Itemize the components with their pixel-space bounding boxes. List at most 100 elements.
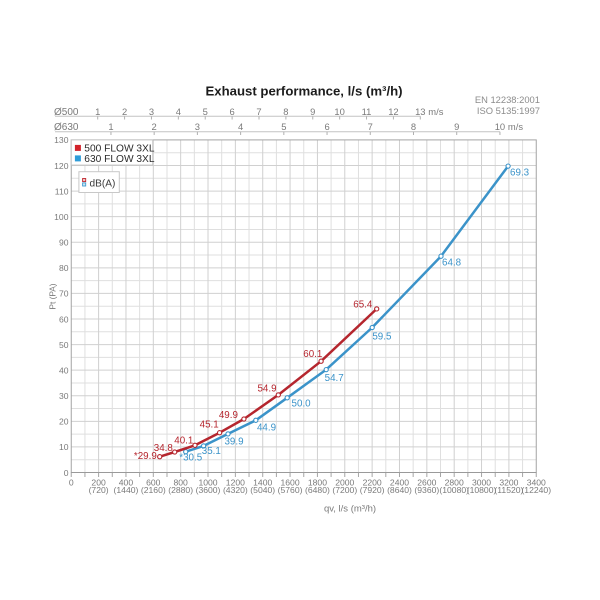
svg-text:EN 12238:2001: EN 12238:2001: [475, 94, 540, 105]
svg-text:59.5: 59.5: [372, 332, 392, 343]
svg-text:(8640): (8640): [387, 485, 412, 495]
svg-text:ISO 5135:1997: ISO 5135:1997: [477, 105, 540, 116]
svg-text:(5760): (5760): [278, 485, 303, 495]
svg-text:90: 90: [59, 238, 69, 248]
svg-text:(10080): (10080): [439, 485, 469, 495]
svg-text:(10800): (10800): [467, 485, 497, 495]
svg-text:110: 110: [55, 186, 69, 196]
svg-text:2: 2: [152, 121, 157, 132]
svg-text:0: 0: [64, 468, 69, 478]
svg-text:10: 10: [495, 121, 505, 132]
svg-text:(9360): (9360): [414, 485, 439, 495]
svg-text:9: 9: [310, 106, 315, 117]
svg-text:(720): (720): [89, 485, 109, 495]
svg-text:2400: 2400: [390, 477, 409, 487]
svg-text:64.8: 64.8: [442, 258, 462, 269]
svg-text:*30.5: *30.5: [179, 453, 202, 464]
svg-text:60.1: 60.1: [303, 349, 322, 360]
svg-text:4: 4: [238, 121, 243, 132]
svg-text:44.9: 44.9: [257, 423, 276, 434]
svg-text:30: 30: [59, 391, 69, 401]
svg-text:50.0: 50.0: [292, 399, 312, 410]
svg-text:69.3: 69.3: [510, 168, 530, 179]
svg-text:1400: 1400: [253, 477, 272, 487]
svg-text:(4320): (4320): [223, 485, 248, 495]
svg-text:100: 100: [54, 212, 69, 222]
svg-text:7: 7: [368, 121, 373, 132]
svg-text:(3600): (3600): [196, 485, 221, 495]
svg-text:500 FLOW 3XL: 500 FLOW 3XL: [84, 143, 155, 154]
svg-text:35.1: 35.1: [202, 446, 221, 457]
svg-text:Pt (PA): Pt (PA): [48, 283, 58, 309]
svg-text:2600: 2600: [417, 477, 436, 487]
svg-text:34.8: 34.8: [154, 443, 174, 454]
svg-text:49.9: 49.9: [219, 410, 238, 421]
svg-text:*29.9: *29.9: [134, 451, 157, 462]
svg-text:1000: 1000: [198, 477, 217, 487]
svg-text:800: 800: [173, 477, 188, 487]
svg-text:12: 12: [388, 106, 398, 117]
svg-text:3000: 3000: [472, 477, 491, 487]
svg-text:6: 6: [324, 121, 329, 132]
svg-text:3: 3: [149, 106, 154, 117]
svg-text:1600: 1600: [281, 477, 300, 487]
svg-text:4: 4: [176, 106, 181, 117]
svg-text:5: 5: [281, 121, 286, 132]
svg-text:1: 1: [108, 121, 113, 132]
svg-text:200: 200: [91, 477, 106, 487]
svg-text:(12240): (12240): [521, 485, 551, 495]
svg-text:2000: 2000: [335, 477, 354, 487]
svg-text:(2160): (2160): [141, 485, 166, 495]
svg-text:54.9: 54.9: [257, 384, 276, 395]
svg-text:m/s: m/s: [508, 121, 523, 132]
svg-text:600: 600: [146, 477, 161, 487]
svg-text:20: 20: [59, 417, 69, 427]
svg-text:630 FLOW 3XL: 630 FLOW 3XL: [84, 154, 155, 165]
svg-text:13: 13: [415, 106, 425, 117]
svg-text:1800: 1800: [308, 477, 327, 487]
svg-text:60: 60: [59, 314, 69, 324]
svg-text:45.1: 45.1: [200, 420, 219, 431]
svg-text:10: 10: [59, 442, 69, 452]
svg-text:m/s: m/s: [428, 106, 443, 117]
svg-text:(7920): (7920): [360, 485, 385, 495]
svg-text:(6480): (6480): [305, 485, 330, 495]
svg-text:50: 50: [59, 340, 69, 350]
svg-text:1200: 1200: [226, 477, 245, 487]
svg-text:8: 8: [283, 106, 288, 117]
svg-text:6: 6: [230, 106, 235, 117]
svg-text:70: 70: [59, 289, 69, 299]
svg-text:40.1: 40.1: [174, 435, 193, 446]
svg-text:3200: 3200: [499, 477, 518, 487]
svg-text:2200: 2200: [363, 477, 382, 487]
svg-text:1: 1: [95, 106, 100, 117]
svg-text:(11520): (11520): [494, 485, 523, 495]
svg-text:39.9: 39.9: [224, 436, 243, 447]
svg-text:Exhaust performance, l/s (m³/h: Exhaust performance, l/s (m³/h): [205, 84, 402, 99]
svg-text:40: 40: [59, 365, 69, 375]
svg-text:10: 10: [334, 106, 344, 117]
svg-text:9: 9: [454, 121, 459, 132]
svg-text:3: 3: [195, 121, 200, 132]
svg-text:2800: 2800: [445, 477, 464, 487]
svg-text:Ø630: Ø630: [54, 122, 79, 133]
svg-text:5: 5: [203, 106, 208, 117]
svg-text:54.7: 54.7: [325, 373, 344, 384]
svg-text:Ø500: Ø500: [54, 107, 79, 118]
svg-text:80: 80: [59, 263, 69, 273]
svg-text:2: 2: [122, 106, 127, 117]
svg-text:qv, l/s (m³/h): qv, l/s (m³/h): [324, 504, 376, 515]
svg-text:(5040): (5040): [250, 485, 275, 495]
svg-text:65.4: 65.4: [353, 300, 373, 311]
svg-text:dB(A): dB(A): [90, 178, 116, 189]
svg-text:0: 0: [69, 477, 74, 487]
svg-text:(7200): (7200): [332, 485, 357, 495]
svg-text:11: 11: [362, 106, 372, 117]
svg-text:120: 120: [54, 161, 69, 171]
svg-text:3400: 3400: [527, 477, 546, 487]
svg-text:400: 400: [119, 477, 134, 487]
svg-text:130: 130: [54, 135, 69, 145]
svg-text:(2880): (2880): [168, 485, 193, 495]
svg-text:(1440): (1440): [114, 485, 139, 495]
svg-text:8: 8: [411, 121, 416, 132]
